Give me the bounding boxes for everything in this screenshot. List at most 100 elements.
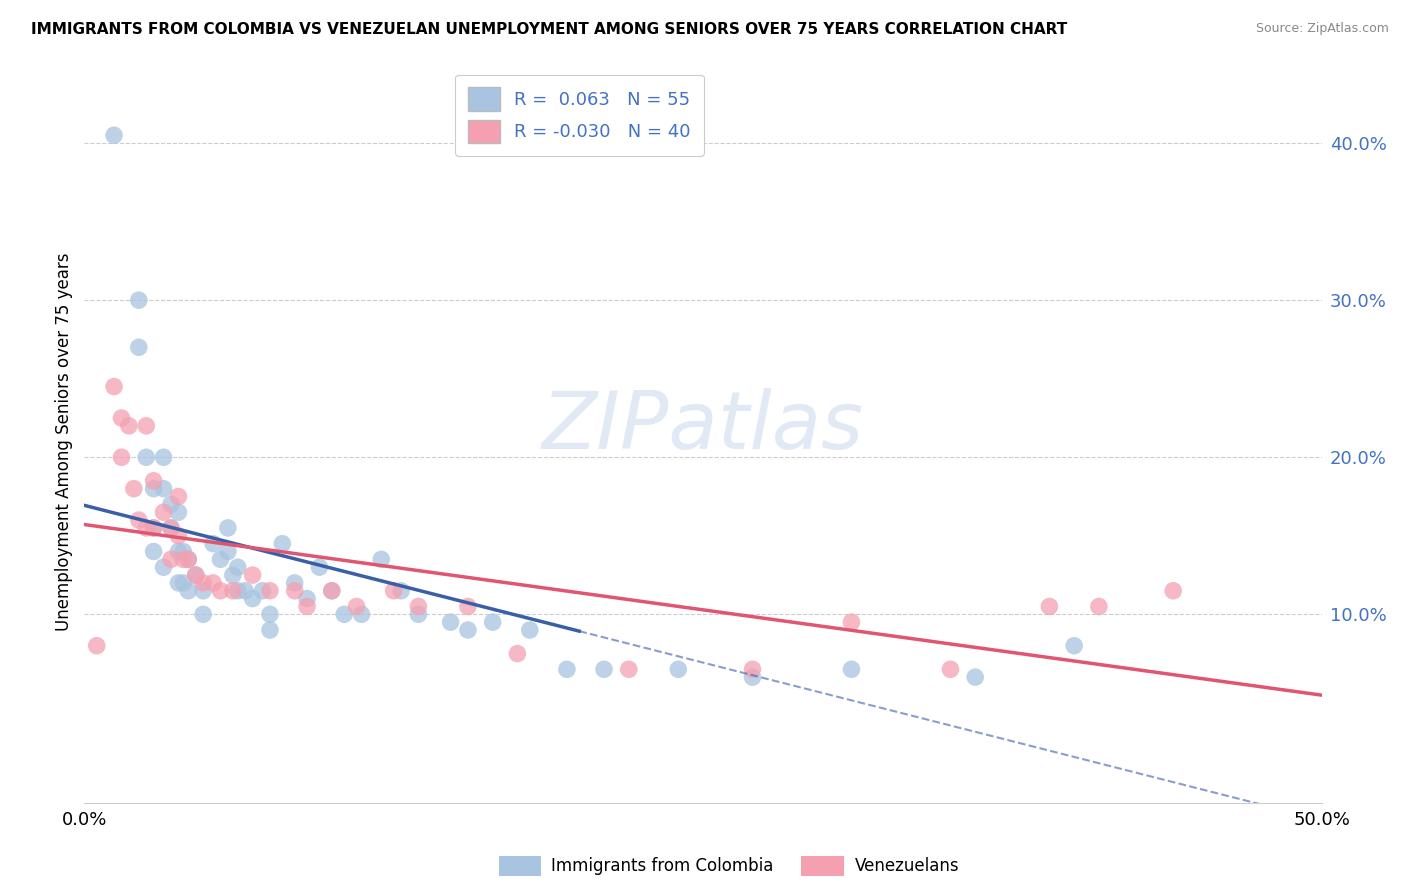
Point: [1038, 599, 1060, 614]
Point: [217, 521, 239, 535]
Point: [202, 575, 225, 590]
Point: [191, 607, 214, 622]
Point: [1063, 639, 1085, 653]
Point: [408, 599, 430, 614]
Point: [389, 583, 412, 598]
Point: [160, 497, 183, 511]
Point: [118, 418, 141, 433]
Point: [457, 599, 479, 614]
Point: [259, 583, 281, 598]
Point: [152, 450, 174, 465]
Point: [142, 544, 165, 558]
Point: [408, 607, 430, 622]
Point: [184, 568, 207, 582]
Point: [284, 583, 307, 598]
Point: [226, 583, 249, 598]
Point: [172, 575, 194, 590]
Point: [1161, 583, 1184, 598]
Point: [259, 623, 281, 637]
Point: [308, 560, 330, 574]
Point: [259, 607, 281, 622]
Point: [217, 544, 239, 558]
Point: [167, 544, 190, 558]
Point: [152, 482, 174, 496]
Point: [167, 505, 190, 519]
Point: [191, 575, 214, 590]
Point: [965, 670, 987, 684]
Point: [209, 552, 232, 566]
Point: [233, 583, 256, 598]
Point: [242, 568, 264, 582]
Point: [741, 662, 763, 676]
Point: [617, 662, 640, 676]
Point: [160, 521, 183, 535]
Point: [209, 583, 232, 598]
Point: [295, 591, 318, 606]
Point: [939, 662, 962, 676]
Point: [242, 591, 264, 606]
Point: [167, 529, 190, 543]
Point: [1088, 599, 1111, 614]
Point: [142, 521, 165, 535]
Point: [202, 536, 225, 550]
Point: [135, 450, 157, 465]
Point: [160, 552, 183, 566]
Text: ZIPatlas: ZIPatlas: [541, 388, 865, 467]
Point: [86, 639, 108, 653]
Point: [321, 583, 343, 598]
Point: [128, 513, 150, 527]
Point: [177, 583, 200, 598]
Point: [177, 552, 200, 566]
Point: [346, 599, 368, 614]
Point: [841, 615, 863, 630]
Point: [222, 568, 245, 582]
Point: [142, 474, 165, 488]
Point: [321, 583, 343, 598]
Point: [519, 623, 541, 637]
Point: [122, 482, 145, 496]
Point: [222, 583, 245, 598]
Point: [177, 552, 200, 566]
Text: Venezuelans: Venezuelans: [855, 857, 959, 875]
Point: [295, 599, 318, 614]
Point: [370, 552, 392, 566]
Legend: R =  0.063   N = 55, R = -0.030   N = 40: R = 0.063 N = 55, R = -0.030 N = 40: [456, 75, 703, 155]
Point: [506, 647, 529, 661]
Point: [555, 662, 578, 676]
Point: [252, 583, 274, 598]
Point: [110, 411, 132, 425]
Point: [191, 583, 214, 598]
Point: [152, 560, 174, 574]
Point: [481, 615, 503, 630]
Point: [457, 623, 479, 637]
Point: [142, 482, 165, 496]
Point: [439, 615, 461, 630]
Point: [110, 450, 132, 465]
Point: [841, 662, 863, 676]
Text: IMMIGRANTS FROM COLOMBIA VS VENEZUELAN UNEMPLOYMENT AMONG SENIORS OVER 75 YEARS : IMMIGRANTS FROM COLOMBIA VS VENEZUELAN U…: [31, 22, 1067, 37]
Point: [382, 583, 405, 598]
Point: [103, 128, 125, 143]
Point: [135, 418, 157, 433]
Point: [741, 670, 763, 684]
Point: [160, 521, 183, 535]
Point: [128, 340, 150, 354]
Text: Source: ZipAtlas.com: Source: ZipAtlas.com: [1256, 22, 1389, 36]
Point: [271, 536, 294, 550]
Point: [184, 568, 207, 582]
Point: [172, 552, 194, 566]
Point: [167, 575, 190, 590]
Point: [350, 607, 373, 622]
Point: [135, 521, 157, 535]
Point: [333, 607, 356, 622]
Point: [666, 662, 689, 676]
Point: [128, 293, 150, 308]
Point: [593, 662, 616, 676]
Point: [167, 490, 190, 504]
Point: [284, 575, 307, 590]
Point: [172, 544, 194, 558]
Y-axis label: Unemployment Among Seniors over 75 years: Unemployment Among Seniors over 75 years: [55, 252, 73, 631]
Point: [103, 379, 125, 393]
Point: [142, 521, 165, 535]
Text: Immigrants from Colombia: Immigrants from Colombia: [551, 857, 773, 875]
